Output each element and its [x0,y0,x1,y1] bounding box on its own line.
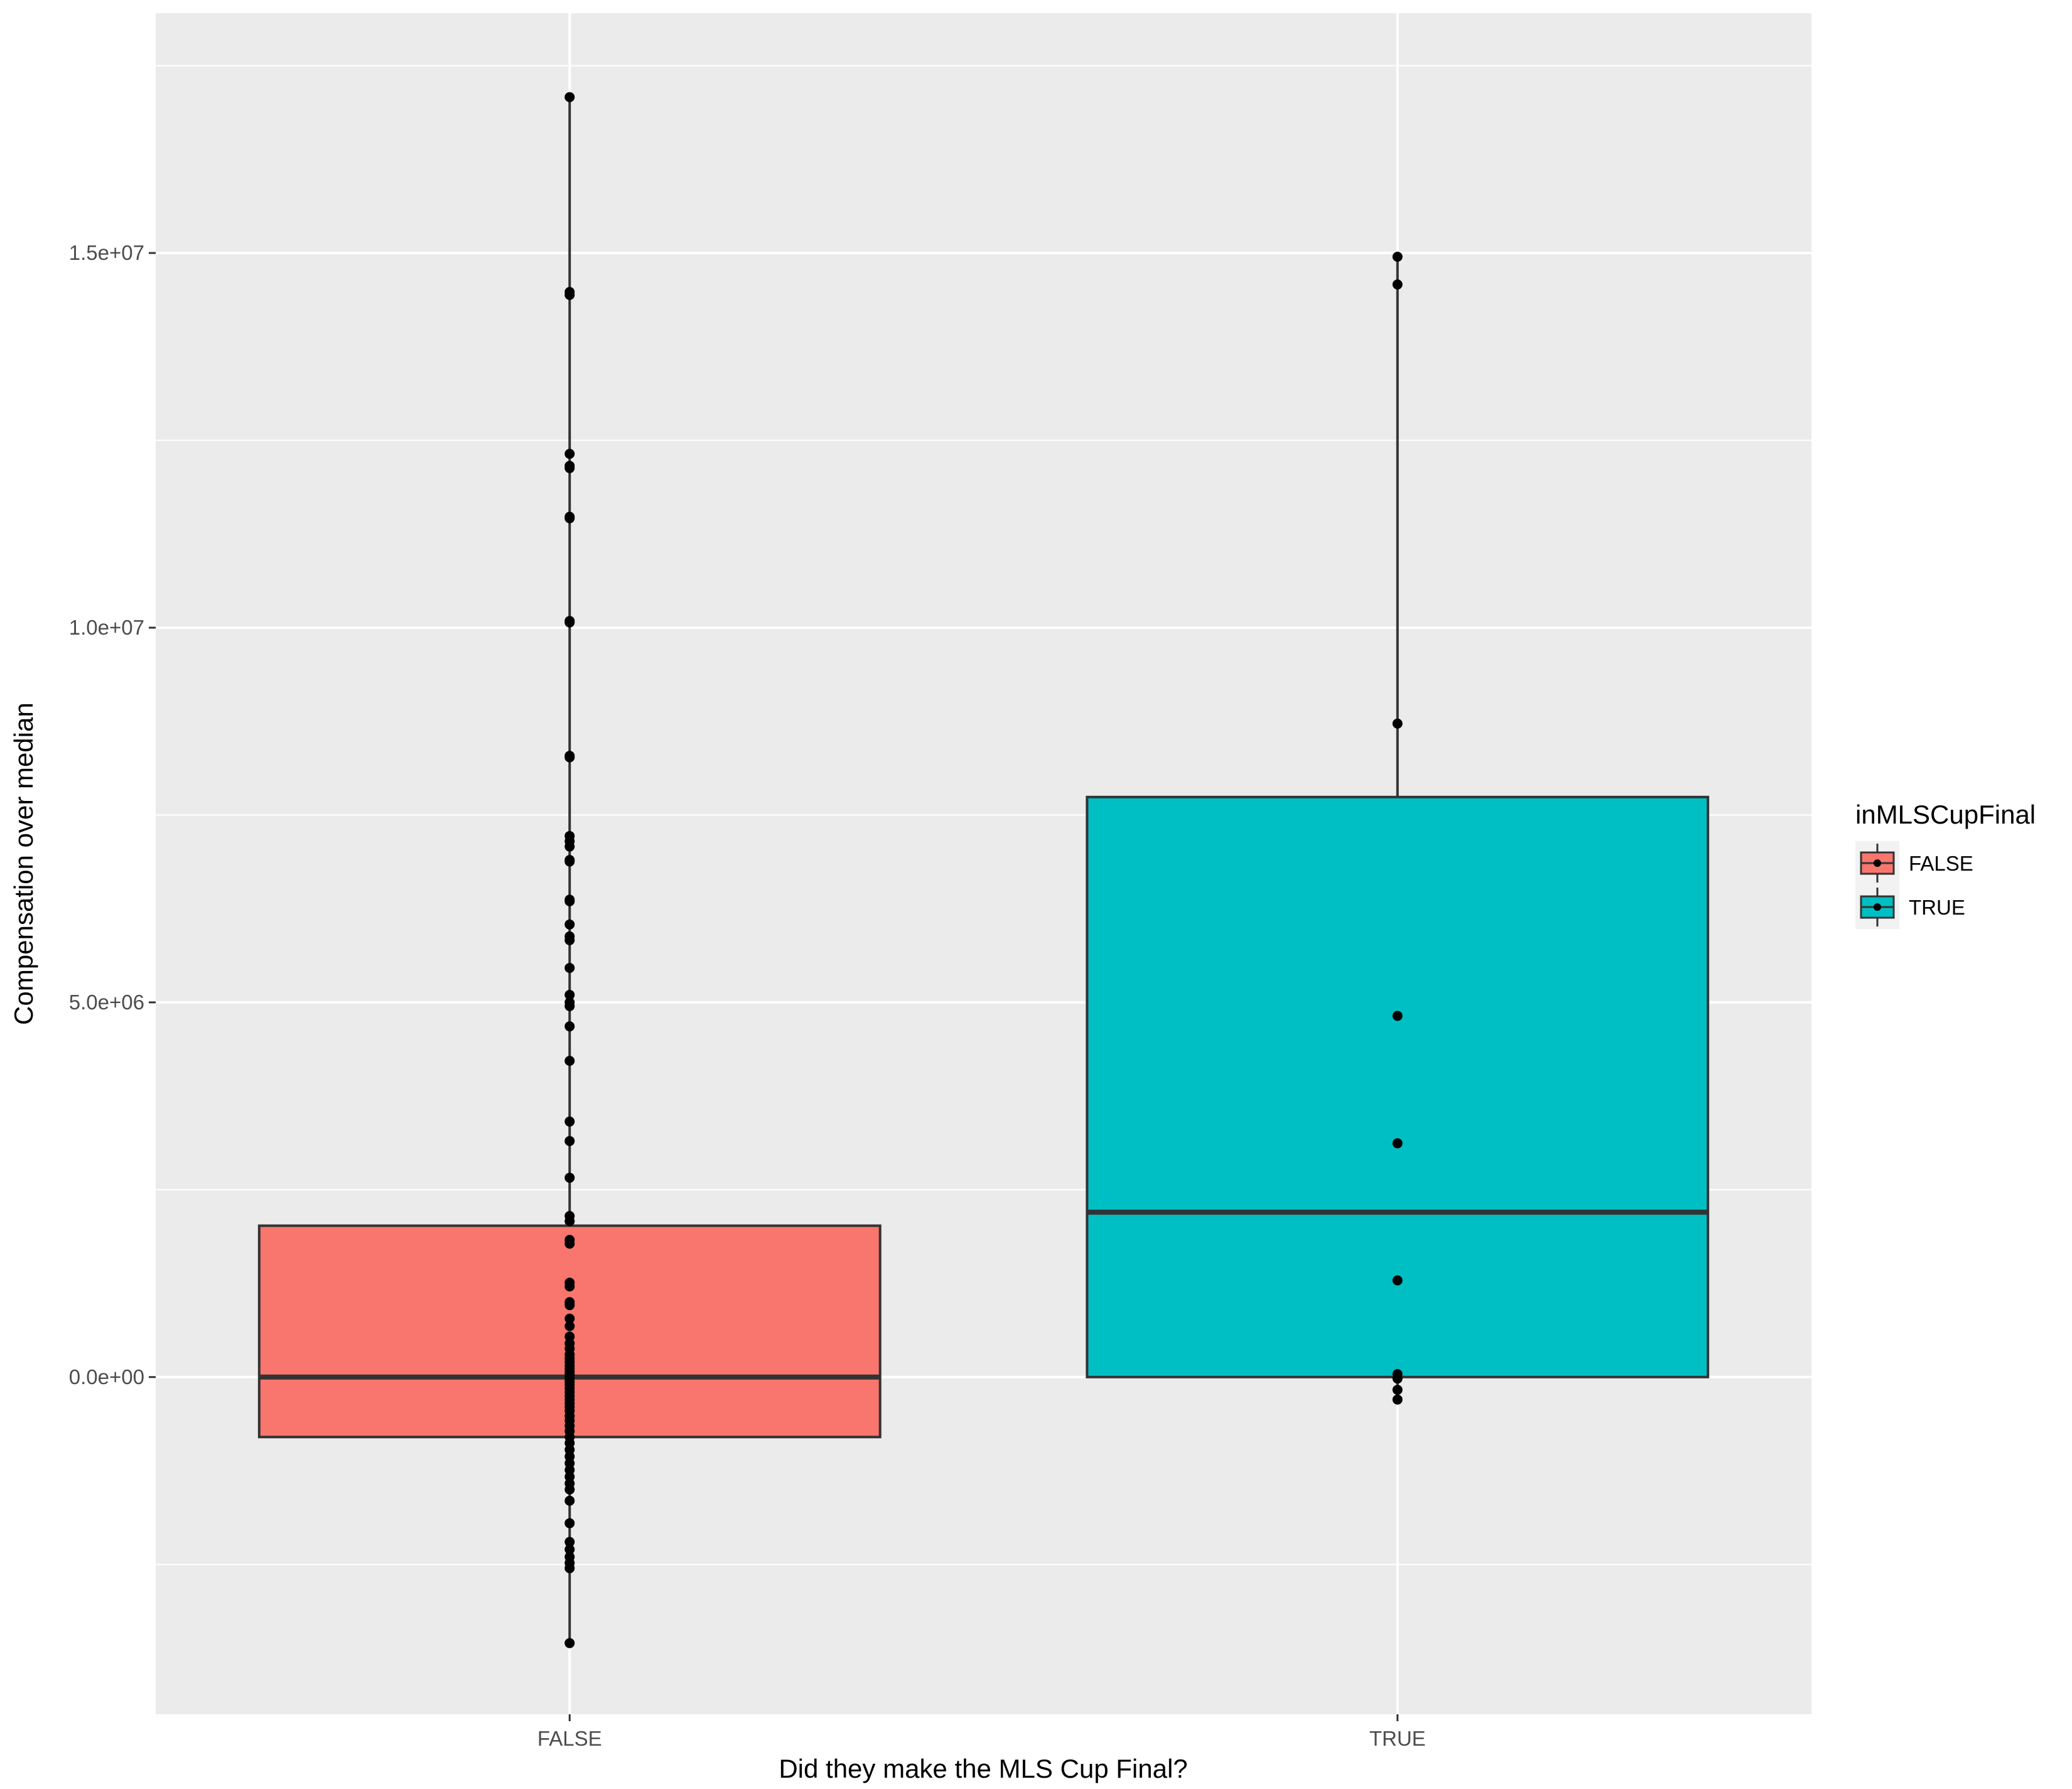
legend-label: TRUE [1909,896,1965,919]
data-point [564,1300,575,1311]
data-point [1392,1138,1403,1149]
data-point [564,463,575,473]
data-point [564,1001,575,1011]
y-tick-label: 0.0e+00 [69,1365,144,1389]
data-point [564,1495,575,1506]
y-axis-title: Compensation over median [9,702,38,1025]
x-tick-label: TRUE [1369,1727,1426,1750]
data-point [564,1321,575,1331]
x-axis-title: Did they make the MLS Cup Final? [779,1754,1187,1783]
data-point [564,896,575,906]
data-point [564,1563,575,1574]
points-layer [564,92,1403,1648]
y-tick-label: 1.5e+07 [69,241,144,264]
data-point [564,1518,575,1528]
y-tick-label: 5.0e+06 [69,991,144,1014]
data-point [564,1173,575,1183]
data-point [564,1021,575,1032]
data-point [564,1216,575,1227]
data-point [564,1544,575,1555]
data-point [564,1055,575,1066]
data-point [564,289,575,300]
iqr-box [1086,795,1710,1378]
data-point [564,448,575,459]
legend: inMLSCupFinal FALSE TRUE [1855,800,2036,929]
data-point [1392,718,1403,729]
data-point [564,919,575,930]
data-point [564,1281,575,1292]
data-point [564,513,575,524]
data-point [1392,1373,1403,1384]
data-point [564,1537,575,1547]
data-point [1392,1275,1403,1286]
y-tick-label: 1.0e+07 [69,616,144,639]
y-axis-ticks: 0.0e+00 5.0e+06 1.0e+07 1.5e+07 [69,241,156,1389]
data-point [1392,1011,1403,1021]
legend-entry-true: TRUE [1855,885,1965,929]
data-point [564,856,575,867]
legend-entries: FALSE TRUE [1855,841,1973,929]
data-point [1392,1394,1403,1405]
legend-label: FALSE [1909,852,1973,875]
data-point [1392,1385,1403,1395]
data-point [564,962,575,973]
data-point [564,617,575,628]
data-point [564,1136,575,1146]
legend-title: inMLSCupFinal [1855,800,2036,829]
data-point [1392,251,1403,262]
data-point [564,989,575,1000]
data-point [564,841,575,852]
data-point [564,1484,575,1495]
data-point [564,92,575,102]
legend-entry-false: FALSE [1855,841,1973,885]
data-point [564,1638,575,1648]
data-point [1392,279,1403,290]
data-point [564,1116,575,1127]
data-point [564,1313,575,1324]
x-tick-label: FALSE [537,1727,602,1750]
legend-key-point [1874,859,1881,867]
x-axis-ticks: FALSE TRUE [537,1714,1426,1750]
data-point [564,1238,575,1249]
data-point [564,752,575,763]
data-point [564,935,575,945]
legend-key-point [1874,903,1881,911]
